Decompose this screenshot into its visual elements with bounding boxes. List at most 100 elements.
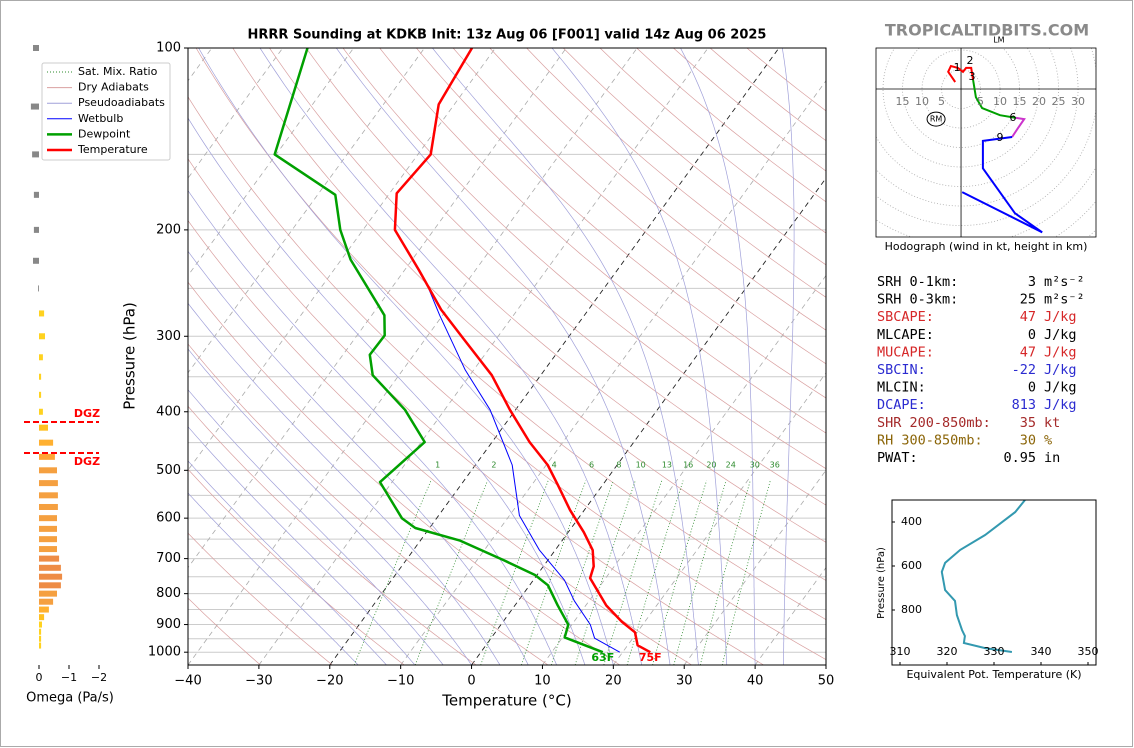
profile-line [394, 229, 621, 653]
motion-label: RM [930, 115, 943, 124]
dry-adiabat [416, 48, 826, 399]
x-tick-label: −40 [174, 674, 201, 689]
stat-label: SBCAPE: [877, 309, 934, 325]
omega-bar [39, 492, 58, 499]
ring-label: 20 [1032, 95, 1046, 108]
omega-bar [33, 226, 39, 233]
omega-bar [39, 453, 55, 460]
profile-line [393, 48, 651, 654]
dry-adiabat [636, 48, 826, 203]
isotherm [188, 48, 567, 569]
legend-label: Dewpoint [78, 127, 131, 140]
stat-value: 47 [1020, 309, 1036, 325]
y-tick-label: 300 [156, 329, 181, 344]
dry-adiabat [305, 48, 826, 506]
stat-value: 25 [1020, 292, 1036, 308]
dry-adiabat [195, 48, 826, 620]
dry-adiabat [188, 343, 549, 665]
mixing-ratio-line [574, 480, 636, 665]
omega-bar [39, 536, 57, 543]
mixing-ratio-line [673, 480, 727, 665]
y-tick-label: 200 [156, 222, 181, 237]
x-tick-label: 50 [818, 674, 835, 689]
omega-bar [39, 590, 57, 597]
omega-bar [39, 333, 45, 340]
mixing-ratio-label: 36 [770, 461, 780, 470]
isotherm [471, 177, 826, 665]
omega-bar [33, 191, 39, 198]
surface-label: 75F [639, 651, 662, 664]
hodograph-caption: Hodograph (wind in kt, height in km) [885, 240, 1088, 253]
stat-unit: in [1044, 450, 1060, 466]
y-tick-label: 800 [901, 603, 922, 616]
isotherm [188, 48, 638, 665]
dry-adiabat [269, 48, 826, 543]
omega-bar [39, 564, 61, 571]
mixing-ratio-label: 2 [491, 461, 496, 470]
height-label: 9 [997, 131, 1004, 144]
stat-value: 30 [1020, 432, 1036, 448]
dry-adiabat [342, 48, 826, 470]
omega-bar [33, 45, 39, 51]
omega-bar [39, 642, 42, 649]
hodograph-trace [972, 79, 1017, 119]
ring-label: 30 [1071, 95, 1085, 108]
stat-value: 47 [1020, 344, 1036, 360]
pseudoadiabat [188, 389, 444, 665]
dry-adiabat [188, 158, 764, 665]
stat-unit: kt [1044, 415, 1060, 431]
x-tick-label: −20 [316, 674, 343, 689]
dry-adiabat [188, 281, 621, 665]
stat-unit: m²s⁻² [1044, 292, 1085, 308]
pseudoadiabat [188, 348, 472, 665]
ring-label: 25 [1052, 95, 1066, 108]
dry-adiabat [599, 48, 826, 234]
stat-unit: m²s⁻² [1044, 274, 1085, 290]
omega-bar [33, 257, 39, 264]
omega-bar [39, 480, 58, 487]
dry-adiabat [188, 405, 477, 665]
mixing-ratio-label: 4 [552, 461, 557, 470]
pseudoadiabat [432, 48, 699, 665]
omega-bar [39, 373, 42, 380]
dry-adiabat [673, 48, 826, 172]
stat-label: SRH 0-3km: [877, 292, 958, 308]
pseudoadiabat [781, 48, 795, 665]
profile-line [273, 48, 604, 654]
ring-label: 15 [1013, 95, 1027, 108]
stat-unit: J/kg [1044, 309, 1077, 325]
x-tick-label: −1 [61, 671, 77, 684]
dry-adiabat [188, 532, 333, 665]
mixing-ratio-label: 20 [706, 461, 716, 470]
hodograph-trace [961, 136, 1043, 234]
mixing-ratio-line [652, 480, 707, 665]
stat-label: RH 300-850mb: [877, 432, 983, 448]
stat-value: -22 [1012, 362, 1036, 378]
mixing-ratio-label: 13 [662, 461, 672, 470]
height-label: 3 [968, 70, 975, 83]
stat-unit: J/kg [1044, 344, 1077, 360]
chart-title: HRRR Sounding at KDKB Init: 13z Aug 06 [… [248, 28, 767, 43]
x-tick-label: 20 [605, 674, 622, 689]
omega-bar [39, 546, 57, 553]
legend-box [41, 62, 171, 161]
omega-bar [39, 515, 57, 522]
dry-adiabat [188, 96, 826, 660]
y-tick-label: 500 [156, 463, 181, 478]
mixing-ratio-label: 1 [435, 461, 440, 470]
watermark: TROPICALTIDBITS.COM [885, 21, 1089, 40]
legend: Sat. Mix. Ratio Dry Adiabats Pseudoadiabat… [41, 62, 171, 161]
x-tick-label: 310 [889, 645, 910, 658]
dry-adiabat [188, 468, 405, 665]
plot-area [876, 48, 1096, 237]
y-tick-label: 100 [156, 41, 181, 56]
stat-label: MLCAPE: [877, 327, 934, 343]
mixing-ratio-line [521, 480, 587, 665]
ring-label: 5 [938, 95, 945, 108]
isotherm [683, 469, 826, 665]
hodograph-frame [875, 47, 1097, 238]
pseudoadiabat [198, 48, 614, 665]
y-tick-label: 400 [156, 404, 181, 419]
pseudoadiabat [188, 460, 387, 665]
